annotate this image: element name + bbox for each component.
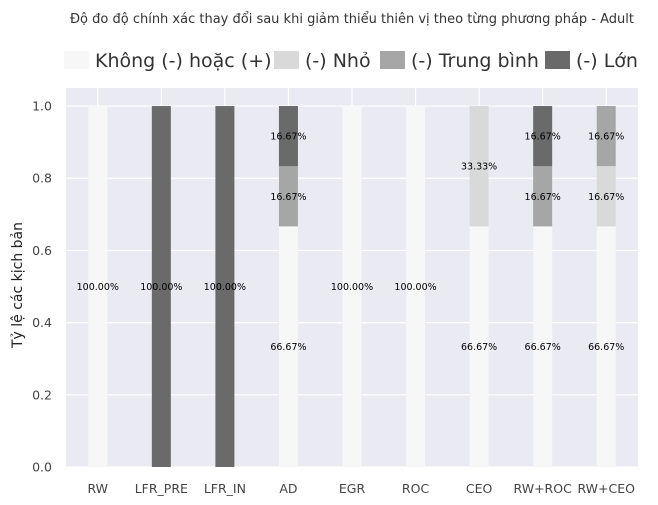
legend: Không (-) hoặc (+) (-) Nhỏ (-) Trung bình (… — [64, 50, 638, 72]
bar-segment — [596, 166, 616, 227]
legend-swatch — [64, 51, 89, 69]
bar-segment — [278, 106, 298, 167]
bar-segment — [533, 166, 553, 227]
x-tick-label: EGR — [339, 481, 366, 496]
bar-segment — [469, 226, 489, 467]
y-tick-label: 1.0 — [32, 99, 52, 114]
bar-segment — [533, 226, 553, 467]
x-tick-label: RW+ROC — [514, 481, 573, 496]
legend-label: (-) Nhỏ — [305, 50, 371, 72]
data-labels: 100.00% 66.67% 100.00% 100.00% 66.67% 66.67% 6… — [77, 132, 625, 354]
x-tick-label: AD — [279, 481, 297, 496]
bars — [88, 106, 616, 468]
legend-swatch — [274, 51, 299, 69]
legend-swatch — [545, 51, 570, 69]
y-axis-ticks: 0.0 0.2 0.4 0.6 0.8 1.0 — [32, 99, 52, 475]
y-tick-label: 0.8 — [32, 171, 52, 186]
data-label: 16.67% — [525, 132, 561, 143]
bar-segment — [406, 106, 426, 468]
bar-segment — [342, 106, 362, 468]
bar-segment — [596, 106, 616, 167]
data-label: 66.67% — [461, 342, 497, 353]
bar-segment — [469, 106, 489, 227]
data-label: 16.67% — [588, 192, 624, 203]
bar-segment — [533, 106, 553, 167]
bar-segment — [278, 226, 298, 467]
x-tick-label: RW — [88, 481, 109, 496]
bar-segment — [151, 106, 171, 468]
x-tick-label: ROC — [402, 481, 430, 496]
bar-segment — [215, 106, 235, 468]
x-tick-label: RW+CEO — [577, 481, 635, 496]
y-tick-label: 0.4 — [32, 315, 52, 330]
data-label: 16.67% — [270, 192, 306, 203]
data-label: 100.00% — [140, 282, 182, 293]
y-tick-label: 0.6 — [32, 243, 52, 258]
y-axis-label: Tỷ lệ các kịch bản — [10, 222, 26, 349]
y-tick-label: 0.2 — [32, 387, 52, 402]
data-label: 66.67% — [525, 342, 561, 353]
y-tick-label: 0.0 — [32, 460, 52, 475]
legend-label: (-) Trung bình — [411, 50, 539, 72]
data-label: 66.67% — [588, 342, 624, 353]
data-label: 33.33% — [461, 162, 497, 173]
data-label: 100.00% — [204, 282, 246, 293]
bar-segment — [278, 166, 298, 227]
legend-label: (-) Lớn — [576, 50, 638, 72]
data-label: 16.67% — [588, 132, 624, 143]
chart-title: Độ đo độ chính xác thay đổi sau khi giảm… — [70, 12, 634, 27]
x-tick-label: LFR_IN — [204, 481, 246, 496]
x-tick-label: LFR_PRE — [135, 481, 188, 496]
x-tick-label: CEO — [466, 481, 493, 496]
bar-segment — [596, 226, 616, 467]
data-label: 100.00% — [331, 282, 373, 293]
data-label: 100.00% — [394, 282, 436, 293]
bar-segment — [88, 106, 108, 468]
data-label: 16.67% — [270, 132, 306, 143]
data-label: 66.67% — [270, 342, 306, 353]
data-label: 16.67% — [525, 192, 561, 203]
data-label: 100.00% — [77, 282, 119, 293]
legend-swatch — [380, 51, 405, 69]
legend-label: Không (-) hoặc (+) — [95, 50, 272, 72]
x-axis-ticks: RW LFR_PRE LFR_IN AD EGR ROC CEO RW+ROC RW+CEO — [88, 481, 636, 496]
